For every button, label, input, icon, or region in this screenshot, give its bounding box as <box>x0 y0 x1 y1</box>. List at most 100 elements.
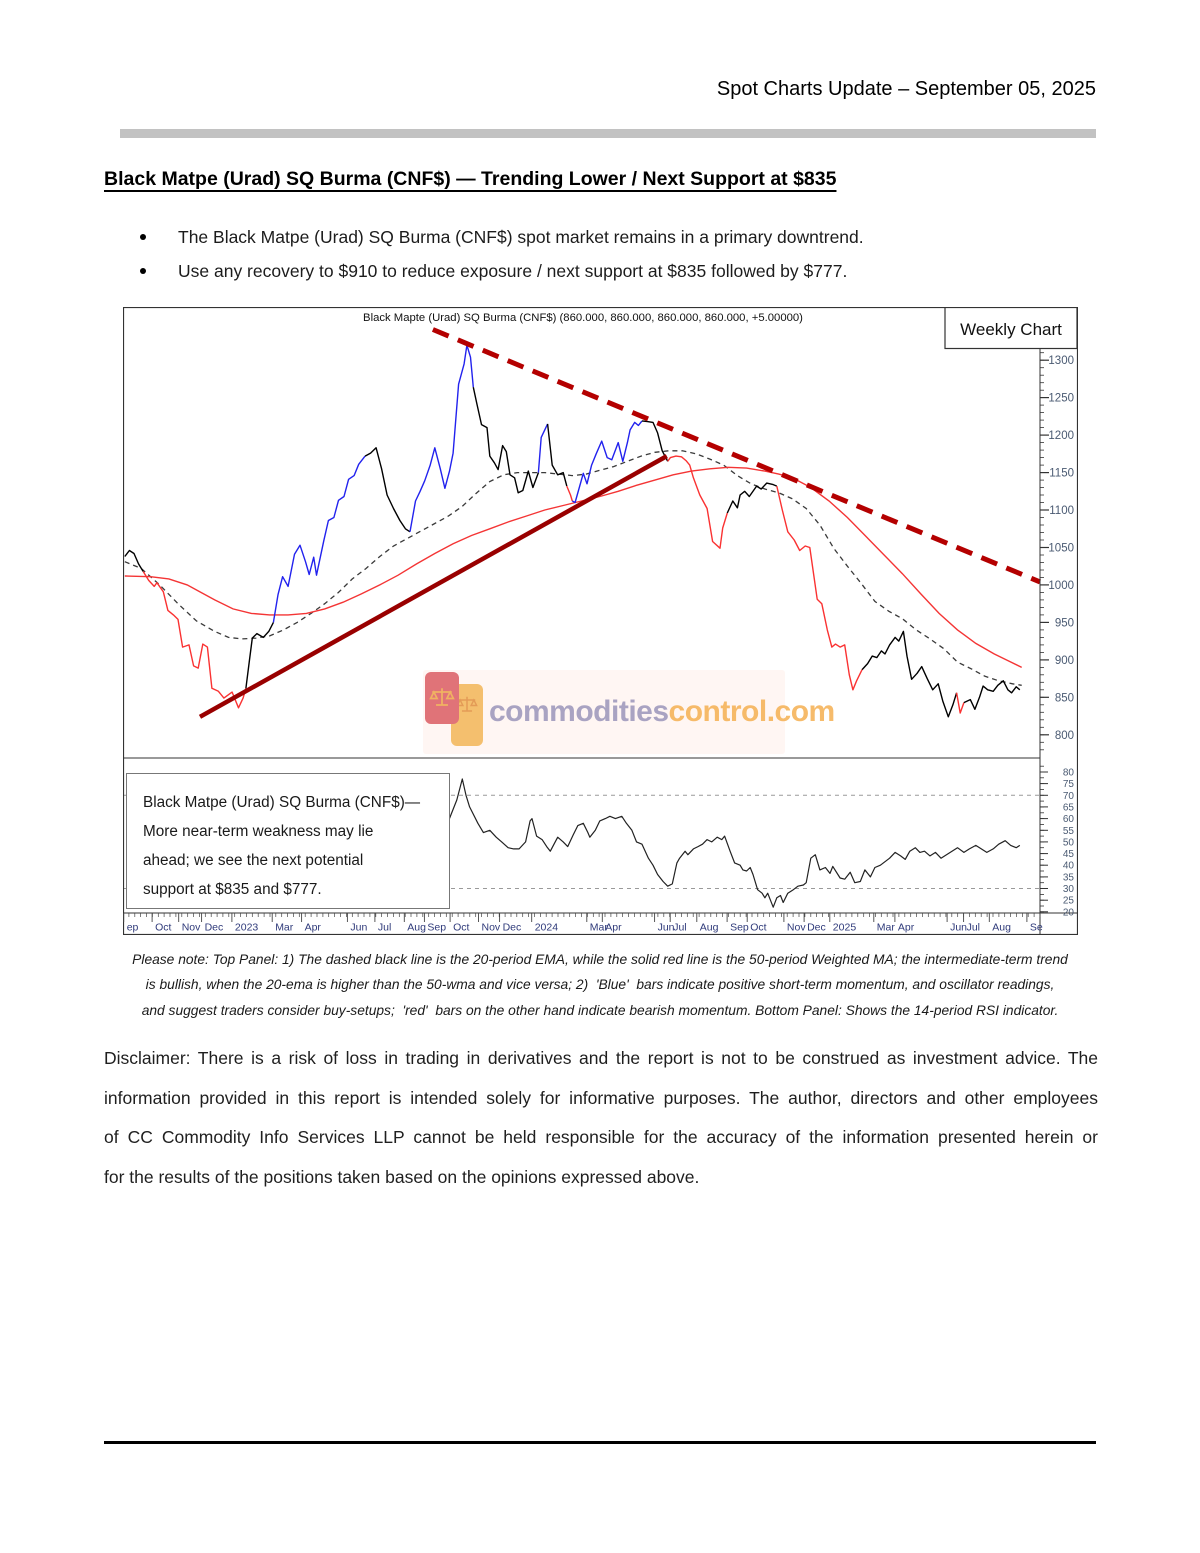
chart-annotation-box: Black Matpe (Urad) SQ Burma (CNF$)— More… <box>126 773 450 909</box>
rsi-axis-label: 30 <box>1063 884 1075 895</box>
rsi-axis-label: 65 <box>1063 802 1075 813</box>
note-line: and suggest traders consider buy-setups;… <box>141 1002 1059 1018</box>
x-axis-label: Jun <box>350 922 367 934</box>
x-axis-label: Nov <box>787 922 806 934</box>
y-axis-label: 900 <box>1055 655 1074 667</box>
note-line: Please note: Top Panel: 1) The dashed bl… <box>132 952 1068 967</box>
bottom-rule <box>104 1441 1096 1444</box>
annotation-line: More near-term weakness may lie <box>143 823 374 840</box>
x-axis-label: Mar <box>877 922 896 934</box>
bullet-dot-icon <box>140 234 146 240</box>
x-axis-label: Nov <box>182 922 201 934</box>
disclaimer-line: Disclaimer: There is a risk of loss in t… <box>104 1048 1098 1068</box>
x-axis-label: Dec <box>807 922 826 934</box>
price-line-segment <box>124 549 144 572</box>
chart-border <box>123 307 1078 935</box>
bullet-item: Use any recovery to $910 to reduce expos… <box>138 258 1078 292</box>
price-line-segment <box>272 455 366 623</box>
x-axis-label: Sep <box>730 922 749 934</box>
x-axis-label: Apr <box>605 922 622 934</box>
x-axis-label: Oct <box>750 922 766 934</box>
rsi-axis-label: 20 <box>1063 907 1075 918</box>
annotation-line: ahead; we see the next potential <box>143 852 364 869</box>
rsi-axis-label: 25 <box>1063 896 1075 907</box>
x-axis-label: Mar <box>590 922 609 934</box>
chart-note: Please note: Top Panel: 1) The dashed bl… <box>100 947 1100 1023</box>
x-axis-label: Oct <box>453 922 469 934</box>
annotation-line: Black Matpe (Urad) SQ Burma (CNF$)— <box>143 794 421 811</box>
price-line-segment <box>409 344 474 532</box>
price-line-segment <box>955 692 965 714</box>
x-axis-label: ep <box>127 922 139 934</box>
x-axis-label: Aug <box>700 922 719 934</box>
rsi-axis-label: 40 <box>1063 861 1075 872</box>
price-line-segment <box>537 423 549 473</box>
price-line-segment <box>571 420 643 504</box>
y-axis-label: 1000 <box>1048 580 1074 592</box>
wma50-line <box>124 466 1023 669</box>
price-line-segment <box>861 630 958 718</box>
bullet-text: Use any recovery to $910 to reduce expos… <box>178 261 848 281</box>
weekly-chart-badge-label: Weekly Chart <box>960 320 1062 339</box>
note-line: is bullish, when the 20-ema is higher th… <box>145 977 1055 993</box>
ema20-line <box>124 450 1022 686</box>
x-axis-label: 2025 <box>833 922 857 934</box>
x-axis-label: Nov <box>482 922 501 934</box>
x-axis-label: Jul <box>673 922 686 934</box>
x-axis-label: Apr <box>898 922 915 934</box>
rsi-axis-label: 75 <box>1063 779 1075 790</box>
rsi-line <box>446 778 1021 908</box>
bullet-item: The Black Matpe (Urad) SQ Burma (CNF$) s… <box>138 224 1078 258</box>
x-axis-label: Jul <box>967 922 980 934</box>
support-trendline <box>198 454 668 719</box>
y-axis-label: 850 <box>1055 692 1074 704</box>
x-axis-label: Apr <box>305 922 322 934</box>
price-line-segment <box>364 447 411 533</box>
section-heading: Black Matpe (Urad) SQ Burma (CNF$) — Tre… <box>104 168 837 190</box>
bullet-dot-icon <box>140 268 146 274</box>
rsi-axis-label: 50 <box>1063 837 1075 848</box>
rsi-axis-label: 55 <box>1063 826 1075 837</box>
x-axis-label: Dec <box>205 922 224 934</box>
rsi-axis-label: 60 <box>1063 814 1075 825</box>
x-axis-label: Aug <box>992 922 1011 934</box>
x-axis-label: Mar <box>275 922 294 934</box>
y-axis-label: 1300 <box>1048 355 1074 367</box>
x-axis-label: Aug <box>407 922 426 934</box>
y-axis-label: 950 <box>1055 617 1074 629</box>
disclaimer: Disclaimer: There is a risk of loss in t… <box>104 1039 1098 1197</box>
weekly-chart-badge <box>944 307 1078 350</box>
x-axis-label: 2024 <box>535 922 559 934</box>
x-axis-label: Sep <box>427 922 446 934</box>
x-axis-label: 2023 <box>235 922 259 934</box>
price-line-segment <box>245 622 275 689</box>
disclaimer-line: information provided in this report is i… <box>104 1087 1098 1108</box>
resistance-trendline <box>431 327 1041 585</box>
price-line-segment <box>566 485 573 502</box>
x-axis-label: Jul <box>378 922 391 934</box>
price-line-segment <box>963 680 1021 710</box>
price-line-segment <box>641 420 669 462</box>
x-axis-label: Se <box>1030 922 1043 934</box>
price-line-segment <box>667 455 728 549</box>
price-line-segment <box>472 387 540 494</box>
rsi-axis-label: 45 <box>1063 849 1075 860</box>
rsi-axis-label: 35 <box>1063 872 1075 883</box>
price-line-segment <box>546 423 568 487</box>
annotation-line: support at $835 and $777. <box>143 881 322 898</box>
price-line-segment <box>726 482 778 514</box>
chart-title: Black Mapte (Urad) SQ Burma (CNF$) (860.… <box>363 312 803 324</box>
y-axis-label: 1200 <box>1048 430 1074 442</box>
y-axis-label: 1050 <box>1048 543 1074 555</box>
x-axis-label: Dec <box>503 922 522 934</box>
y-axis-label: 1150 <box>1049 468 1074 480</box>
price-line-segment <box>776 485 863 691</box>
page-header-title: Spot Charts Update – September 05, 2025 <box>716 78 1096 100</box>
weekly-price-chart: 800 850 900 950 1000 1050 1100 1150 1200 1250 1300… <box>123 307 1078 935</box>
x-axis-label: Jun <box>950 922 967 934</box>
bullet-text: The Black Matpe (Urad) SQ Burma (CNF$) s… <box>178 227 864 247</box>
header-divider-bar <box>120 129 1096 138</box>
bullet-list: The Black Matpe (Urad) SQ Burma (CNF$) s… <box>138 224 1078 292</box>
y-axis-label: 800 <box>1055 730 1074 742</box>
